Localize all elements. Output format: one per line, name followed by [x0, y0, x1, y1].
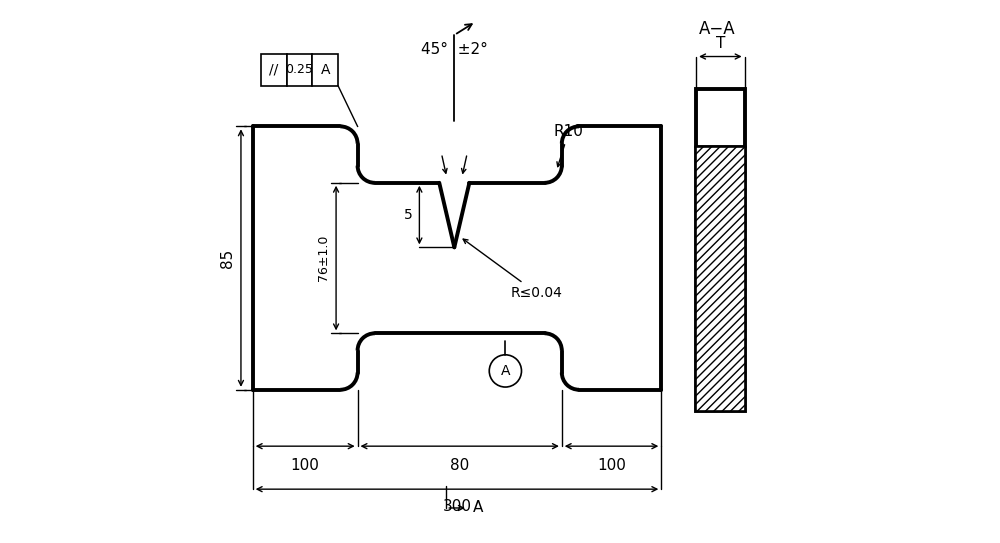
Bar: [696, 89, 745, 411]
Text: A: A: [473, 501, 484, 515]
Bar: [696, 147, 745, 411]
Text: R≤0.04: R≤0.04: [463, 239, 563, 300]
Text: 80: 80: [450, 458, 469, 473]
Text: 0.25: 0.25: [286, 64, 313, 77]
Text: 76±1.0: 76±1.0: [317, 235, 330, 281]
Bar: [312, 54, 338, 86]
Text: 100: 100: [597, 458, 626, 473]
Text: A−A: A−A: [699, 20, 736, 37]
Text: 85: 85: [220, 249, 235, 268]
Text: 45°  ±2°: 45° ±2°: [421, 41, 488, 56]
Text: A: A: [501, 364, 510, 378]
Bar: [287, 54, 312, 86]
Text: 100: 100: [291, 458, 320, 473]
Text: //: //: [269, 63, 278, 77]
Text: R10: R10: [554, 124, 584, 167]
Text: 5: 5: [404, 208, 413, 222]
Bar: [261, 54, 287, 86]
Text: A: A: [321, 63, 330, 77]
Text: 300: 300: [443, 499, 472, 514]
Text: T: T: [716, 36, 725, 51]
